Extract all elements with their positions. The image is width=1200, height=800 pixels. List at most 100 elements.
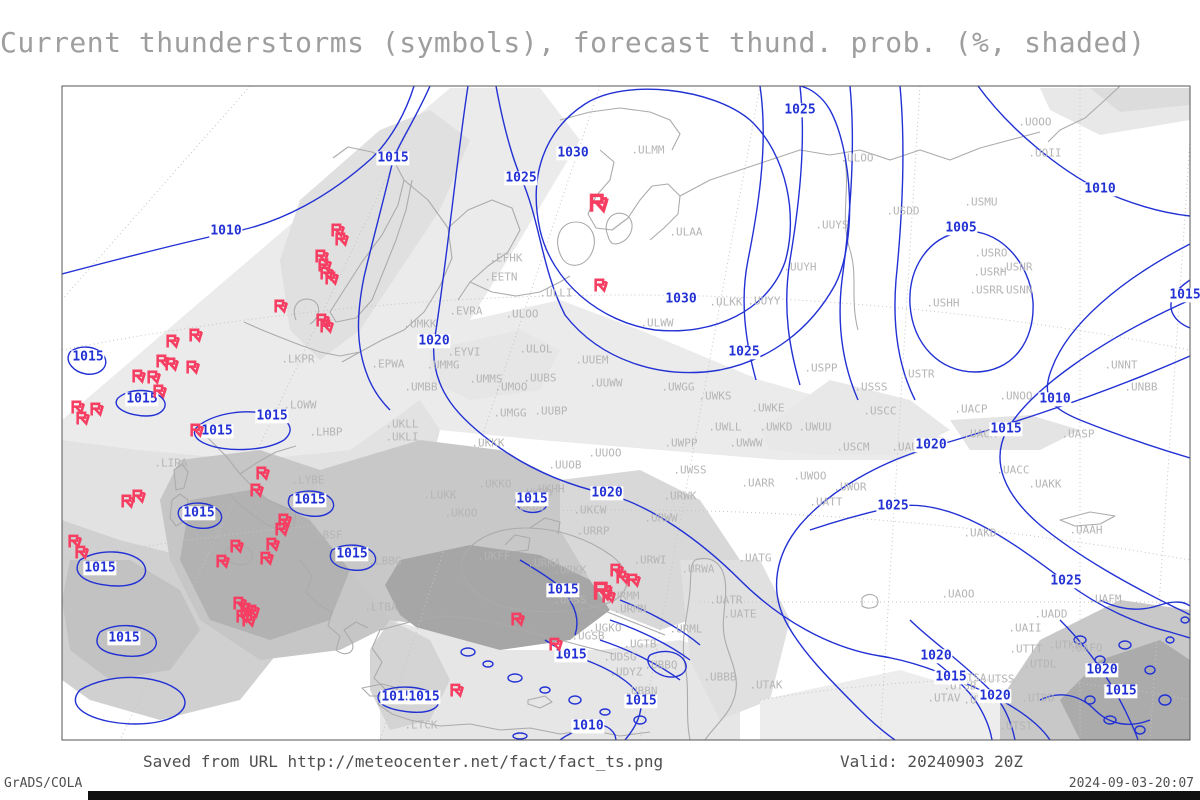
- station-label: .URML: [669, 622, 703, 636]
- station-label: .EETN: [484, 270, 518, 284]
- station-label: .UTSA: [953, 671, 987, 685]
- station-label: .UWWW: [729, 436, 763, 450]
- station-label: .UTSS: [981, 672, 1015, 686]
- station-label: .UWGG: [661, 380, 695, 394]
- coastlines: [169, 86, 1121, 740]
- thunderstorm-symbol: [249, 482, 266, 499]
- isobar-label: 1015: [1104, 683, 1138, 699]
- isobar-label: 1015: [107, 630, 141, 646]
- isobar-label: 1015: [624, 693, 658, 709]
- isobar-label: 1015: [989, 421, 1023, 437]
- thunderstorm-symbol: [152, 383, 169, 400]
- station-label: .ULWW: [640, 316, 674, 330]
- station-label: .UWOR: [833, 480, 867, 494]
- isobar-label: 1015: [335, 546, 369, 562]
- station-label: .UUYY: [747, 294, 781, 308]
- station-label: .UUOB: [548, 458, 582, 472]
- isobar-label: 1015: [71, 349, 105, 365]
- station-label: .USHH: [926, 296, 960, 310]
- isobar-label: 1010: [1038, 391, 1072, 407]
- thunderstorm-symbol: [165, 333, 182, 350]
- isobar-label: 1010: [209, 223, 243, 239]
- isobar-label: 1020: [919, 648, 953, 664]
- isobar-label: 1010: [571, 718, 605, 734]
- station-label: .URWW: [644, 511, 678, 525]
- station-label: .UUOO: [588, 446, 622, 460]
- station-label: .UWKS: [698, 389, 732, 403]
- station-label: .LKPR: [281, 352, 315, 366]
- station-label: .USRH: [973, 265, 1007, 279]
- station-label: .URWK: [663, 489, 697, 503]
- station-label: .ULLI: [539, 286, 573, 300]
- station-label: .UATR: [709, 593, 743, 607]
- station-label: .UTAV: [927, 691, 961, 705]
- station-label: .UUWW: [589, 376, 623, 390]
- station-label: .LUKK: [423, 488, 457, 502]
- station-label: .UAKD: [963, 526, 997, 540]
- isobars: [62, 86, 1190, 740]
- station-label: .USRO: [974, 246, 1008, 260]
- thunderstorm-symbol: [75, 410, 92, 427]
- station-label: .URRP: [576, 524, 610, 538]
- station-label: .USRR: [969, 283, 1003, 297]
- creation-timestamp: 2024-09-03-20:07: [1068, 776, 1194, 791]
- station-label: .UAFM: [1088, 592, 1122, 606]
- station-label: .USDD: [886, 204, 920, 218]
- station-label: .EFHK: [489, 251, 523, 265]
- thunderstorm-symbol: [324, 270, 341, 287]
- station-label: .USSS: [854, 380, 888, 394]
- station-label: .UTKN: [1048, 638, 1082, 652]
- station-label: .UOOO: [1018, 115, 1052, 129]
- station-label: .UDYZ: [609, 665, 643, 679]
- isobar-label: 1025: [783, 102, 817, 118]
- station-label: .UATT: [809, 495, 843, 509]
- station-label: .ULOL: [519, 342, 553, 356]
- station-label: .USMU: [964, 195, 998, 209]
- isobar-label: 1015: [407, 689, 441, 705]
- isobar-label: 1015: [125, 391, 159, 407]
- isobar-label: 1025: [876, 498, 910, 514]
- station-label: .UWPP: [664, 436, 698, 450]
- station-label: .UTSB: [943, 679, 977, 693]
- station-label: .UMGG: [493, 406, 527, 420]
- thunderstorm-symbol: [593, 277, 610, 294]
- thunderstorm-symbol: [626, 572, 643, 589]
- station-label: .UKFF: [477, 549, 511, 563]
- station-label: .LBSF: [309, 528, 343, 542]
- station-label: .UNBB: [1124, 380, 1158, 394]
- graticule: [62, 86, 1190, 740]
- isobar-label: 1015: [255, 408, 289, 424]
- station-label: .UBBB: [703, 670, 737, 684]
- isobar-label: 1015: [1168, 287, 1200, 303]
- station-label: .ULMM: [631, 143, 665, 157]
- station-label: .UMOO: [494, 380, 528, 394]
- station-label: .EYVI: [447, 345, 481, 359]
- station-label: .URMN: [613, 602, 647, 616]
- station-label: .UGKO: [588, 621, 622, 635]
- isobar-label: 1015: [380, 689, 414, 705]
- isobar-label: 1015: [182, 505, 216, 521]
- station-label: .UADD: [1034, 607, 1068, 621]
- isobar-label: 1025: [504, 170, 538, 186]
- station-label: .UMKK: [403, 317, 437, 331]
- station-label: .ULKK: [709, 295, 743, 309]
- station-label: .USNN: [999, 283, 1033, 297]
- station-label: .UWSS: [673, 463, 707, 477]
- valid-time-label: Valid: 20240903 20Z: [840, 752, 1024, 771]
- probability-shading: [62, 88, 1190, 740]
- station-label: .UGTB: [623, 637, 657, 651]
- thunderstorm-symbol: [548, 636, 565, 653]
- isobar-label: 1030: [664, 291, 698, 307]
- isobar-label: 1005: [944, 220, 978, 236]
- grads-credit: GrADS/COLA: [4, 776, 83, 791]
- station-label: .UUYH: [783, 260, 817, 274]
- page-title: Current thunderstorms (symbols), forecas…: [0, 26, 1146, 59]
- thunderstorm-symbol: [273, 298, 290, 315]
- station-label: .UACC: [996, 463, 1030, 477]
- isobar-label: 1020: [914, 437, 948, 453]
- thunderstorm-symbol: [131, 488, 148, 505]
- station-label: .UATG: [738, 551, 772, 565]
- station-label: .URMM: [606, 589, 640, 603]
- station-label: .UBBN: [624, 684, 658, 698]
